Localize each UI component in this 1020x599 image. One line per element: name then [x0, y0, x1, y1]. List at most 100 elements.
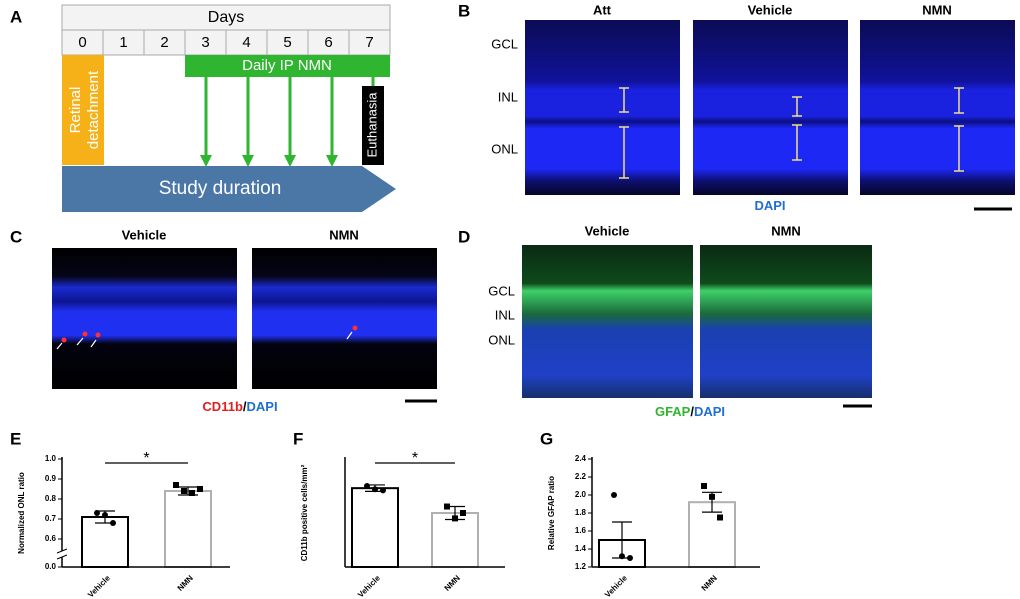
treatment-label: Daily IP NMN [242, 57, 332, 74]
data-point [189, 490, 195, 496]
stain-label: CD11b/DAPI [202, 399, 277, 414]
data-point [181, 488, 187, 494]
data-point [611, 492, 617, 498]
bar [431, 512, 479, 568]
stain-part: / [690, 404, 694, 419]
image-title: NMN [771, 223, 801, 238]
x-tick-label: NMN [700, 573, 719, 592]
detachment-label: detachment [85, 70, 102, 149]
duration-label: Study duration [159, 178, 282, 199]
bar [351, 487, 399, 568]
image-title: Vehicle [748, 2, 793, 17]
cells [61, 325, 358, 343]
panel-letter: C [10, 227, 22, 246]
layer-label: INL [498, 89, 518, 104]
data-point [94, 510, 100, 516]
stain-part: DAPI [247, 399, 278, 414]
day-label: 2 [160, 34, 168, 51]
data-point [372, 486, 378, 493]
y-tick-label: 1.6 [575, 526, 587, 535]
axis-break [57, 551, 67, 557]
image-title: NMN [329, 227, 359, 242]
y-tick-label: 1.2 [575, 562, 587, 571]
x-tick-label: Vehicle [86, 573, 112, 599]
image-title: NMN [922, 2, 952, 17]
treatment-bar [185, 55, 390, 77]
micrograph [52, 248, 237, 389]
significance-label: * [412, 450, 418, 467]
stain-part: DAPI [754, 198, 785, 213]
image-title: Vehicle [122, 227, 167, 242]
y-tick-label: 0.6 [45, 534, 57, 543]
detachment-box [62, 55, 104, 165]
data-point [380, 487, 386, 494]
y-tick-label: 1.8 [575, 508, 587, 517]
layer-label: GCL [491, 36, 518, 51]
layer-label: ONL [488, 332, 515, 347]
panel-letter: G [540, 429, 553, 448]
data-point [110, 520, 116, 526]
x-tick-label: Vehicle [603, 573, 629, 599]
day-label: 0 [78, 34, 86, 51]
thickness-brackets [619, 87, 964, 179]
data-point [619, 553, 625, 560]
day-label: 3 [201, 34, 209, 51]
timeline-header: Days [208, 9, 244, 26]
y-tick-label: 2.2 [575, 472, 587, 481]
axis-break [56, 554, 68, 560]
micrograph [860, 20, 1015, 195]
data-point [173, 482, 179, 488]
euthanasia-label: Euthanasia [364, 92, 379, 158]
y-tick-label: 0.9 [45, 474, 57, 483]
stain-part: / [243, 399, 247, 414]
stain-part: GFAP [655, 404, 691, 419]
axis-break [56, 548, 68, 554]
panel-letter: A [10, 7, 22, 26]
micrograph [693, 20, 848, 195]
bar [688, 501, 736, 569]
bar [164, 490, 212, 568]
stain-part: CD11b [202, 399, 243, 414]
micrograph [525, 20, 680, 195]
micrograph [252, 248, 437, 389]
y-axis-label: Normalized ONL ratio [17, 472, 26, 554]
image-title: Att [593, 2, 612, 17]
stain-label: DAPI [754, 198, 785, 213]
y-axis-label: Relative GFAP ratio [547, 476, 556, 550]
arrows [200, 77, 375, 167]
x-tick-label: NMN [443, 573, 462, 592]
micrograph [522, 245, 693, 398]
data-point [627, 555, 633, 561]
data-point [709, 493, 715, 500]
bar [81, 516, 129, 568]
micrograph [700, 245, 872, 398]
data-point [364, 483, 370, 489]
data-point [717, 514, 723, 521]
day-label: 4 [242, 34, 250, 51]
panel-letter: F [293, 429, 303, 448]
detachment-label: Retinal [67, 87, 84, 134]
day-label: 7 [365, 34, 373, 51]
euthanasia-box [362, 86, 384, 165]
data-point [102, 512, 108, 518]
stain-part: DAPI [694, 404, 725, 419]
x-tick-label: Vehicle [356, 573, 382, 599]
y-tick-label: 1.0 [45, 454, 57, 463]
y-tick-label: 2.0 [575, 490, 587, 499]
y-tick-label: 0.7 [45, 514, 57, 523]
data-point [444, 503, 450, 510]
y-axis-label: CD11b positive cells/mm² [300, 464, 309, 561]
data-point [452, 515, 458, 522]
duration-arrow [62, 166, 396, 212]
day-label: 5 [283, 34, 291, 51]
x-tick-label: NMN [176, 573, 195, 592]
panel-letter: B [458, 1, 470, 20]
y-tick-label: 0.8 [45, 494, 57, 503]
y-tick-label: 0.0 [45, 562, 57, 571]
image-title: Vehicle [585, 223, 630, 238]
layer-label: GCL [488, 283, 515, 298]
data-point [197, 486, 203, 492]
significance-label: * [143, 450, 149, 467]
layer-label: INL [495, 307, 515, 322]
